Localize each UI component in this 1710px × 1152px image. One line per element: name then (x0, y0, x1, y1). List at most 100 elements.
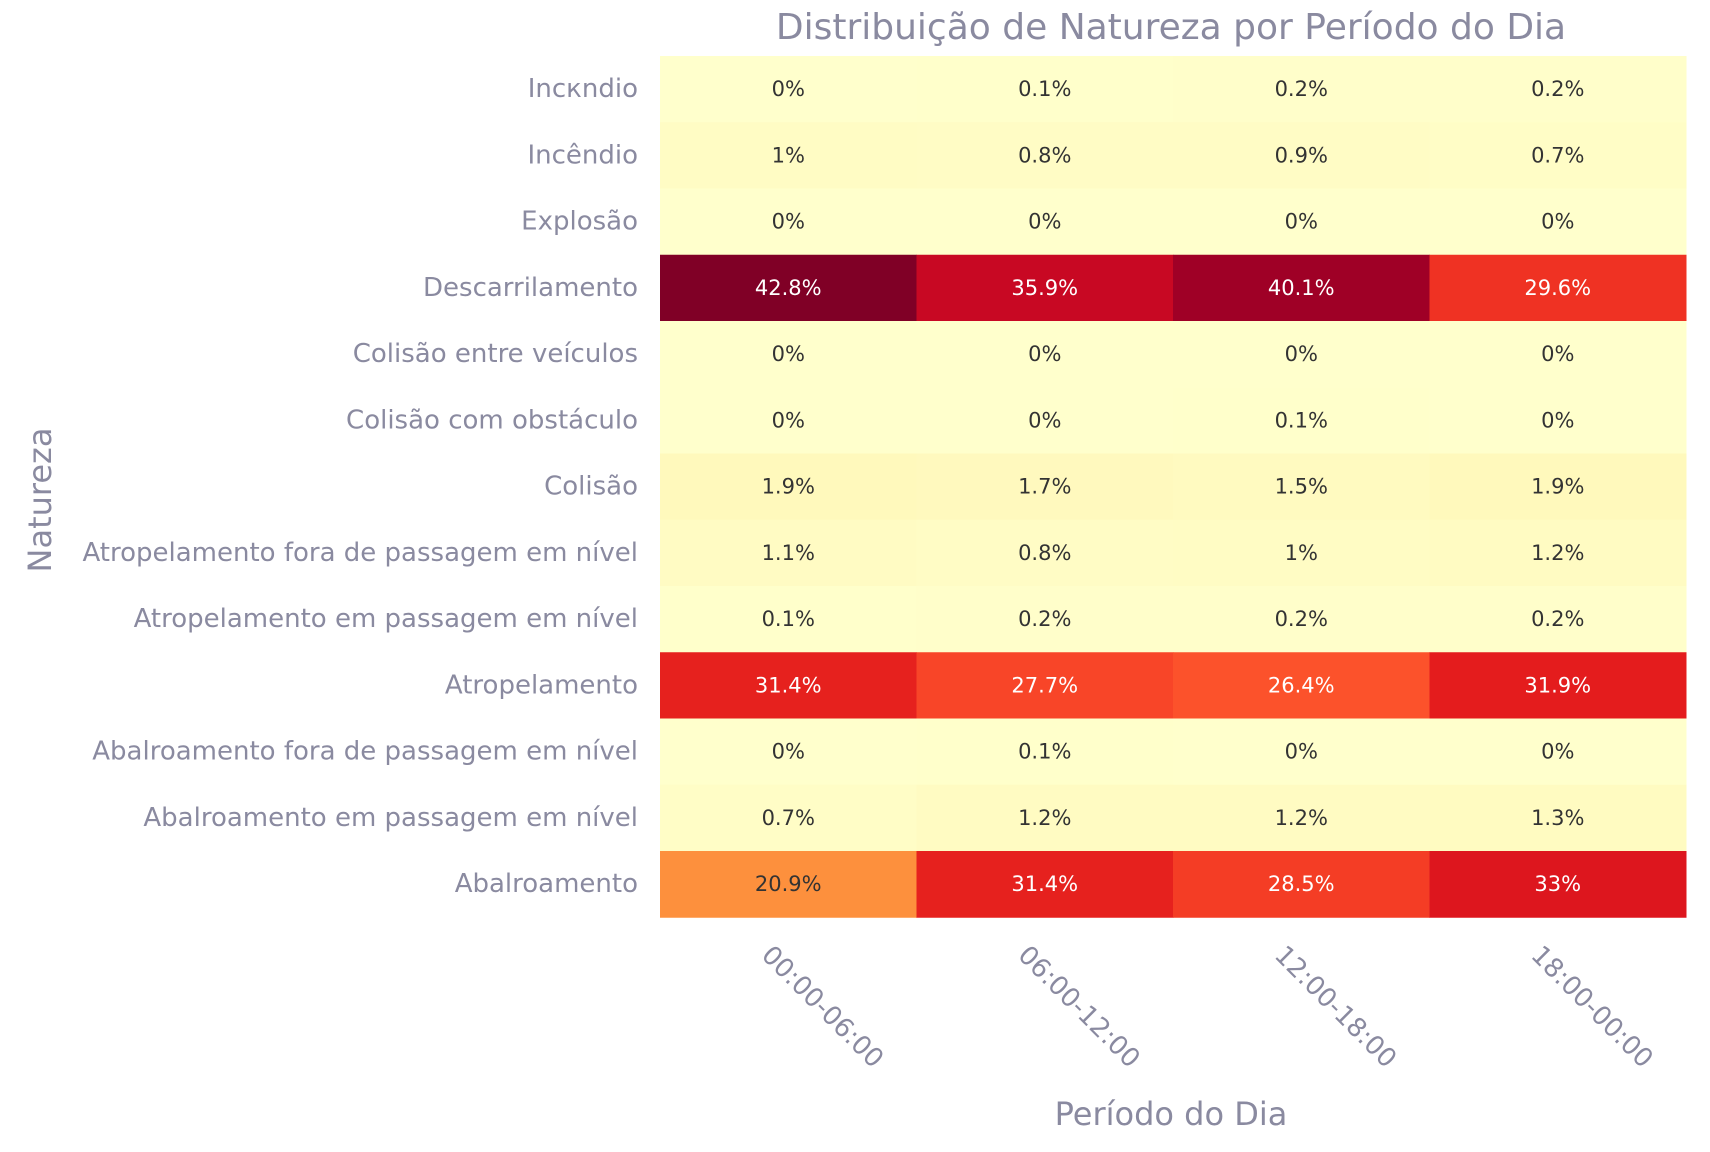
cell-value-label: 0% (1028, 210, 1061, 234)
x-tick-labels: 00:00-06:00 06:00-12:00 12:00-18:00 18:00-0… (755, 940, 1658, 1074)
y-tick-label: Explosão (521, 207, 638, 237)
heatmap-cell (1173, 188, 1430, 256)
heatmap-cell (1429, 519, 1687, 587)
cell-value-label: 0% (1285, 210, 1318, 234)
heatmap-cell (1429, 851, 1687, 918)
y-tick-label: Descarrilamento (423, 273, 638, 303)
heatmap-cell (660, 188, 917, 256)
heatmap-cell (660, 453, 917, 521)
heatmap-cell (916, 188, 1174, 256)
heatmap-cells: 0% 0.1% 0.2% 0.2% 1% 0.8% 0.9% 0.7% 0% 0% 0% 0% 42.8… (660, 56, 1687, 918)
cell-value-label: 1.7% (1018, 475, 1071, 499)
y-tick-label: Colisão entre veículos (353, 339, 638, 369)
x-tick-label: 12:00-18:00 (1268, 940, 1402, 1074)
y-tick-label: Abalroamento em passagem em nível (143, 803, 638, 833)
heatmap-cell (1429, 586, 1687, 653)
x-axis-title: Período do Dia (1055, 1095, 1288, 1133)
heatmap-cell (1173, 519, 1430, 587)
y-tick-label: Abalroamento fora de passagem em nível (92, 737, 638, 767)
cell-value-label: 0.2% (1275, 77, 1328, 101)
cell-value-label: 1.9% (1531, 475, 1584, 499)
heatmap-cell (1429, 321, 1687, 388)
cell-value-label: 1% (1285, 541, 1318, 565)
cell-value-label: 0% (1285, 740, 1318, 764)
cell-value-label: 0.8% (1018, 541, 1071, 565)
heatmap-cell (916, 387, 1174, 454)
cell-value-label: 0% (772, 77, 805, 101)
heatmap-cell (660, 784, 917, 852)
heatmap-cell (916, 718, 1174, 786)
cell-value-label: 0.2% (1275, 607, 1328, 631)
heatmap-cell (1173, 56, 1430, 123)
x-tick-label: 18:00-00:00 (1525, 940, 1659, 1074)
heatmap-cell (1429, 652, 1687, 719)
cell-value-label: 28.5% (1268, 872, 1335, 896)
y-tick-label: Atropelamento fora de passagem em nível (82, 538, 638, 568)
cell-value-label: 0.1% (1275, 408, 1328, 432)
cell-value-label: 26.4% (1268, 673, 1335, 697)
cell-value-label: 29.6% (1524, 276, 1591, 300)
cell-value-label: 31.9% (1524, 673, 1591, 697)
cell-value-label: 1.2% (1018, 806, 1071, 830)
heatmap-cell (916, 586, 1174, 653)
heatmap-cell (916, 519, 1174, 587)
heatmap-cell (1173, 321, 1430, 388)
heatmap-cell (1429, 718, 1687, 786)
heatmap-cell (660, 586, 917, 653)
cell-value-label: 31.4% (755, 673, 822, 697)
chart-title: Distribuição de Natureza por Período do … (776, 7, 1566, 48)
cell-value-label: 40.1% (1268, 276, 1335, 300)
y-tick-label: Colisão com obstáculo (346, 405, 638, 435)
cell-value-label: 0% (1541, 342, 1574, 366)
cell-value-label: 35.9% (1011, 276, 1078, 300)
heatmap-cell (916, 321, 1174, 388)
cell-value-label: 1% (772, 143, 805, 167)
y-tick-label: Atropelamento em passagem em nível (134, 604, 638, 634)
cell-value-label: 1.3% (1531, 806, 1584, 830)
cell-value-label: 0% (1028, 408, 1061, 432)
heatmap-cell (1429, 122, 1687, 189)
heatmap-cell (1173, 851, 1430, 918)
heatmap-cell (1429, 56, 1687, 123)
x-tick-label: 00:00-06:00 (755, 940, 889, 1074)
cell-value-label: 42.8% (755, 276, 822, 300)
heatmap-cell (1173, 784, 1430, 852)
heatmap-cell (1429, 784, 1687, 852)
cell-value-label: 0% (1285, 342, 1318, 366)
heatmap-cell (1429, 188, 1687, 256)
cell-value-label: 1.2% (1531, 541, 1584, 565)
heatmap-cell (916, 851, 1174, 918)
heatmap-cell (1429, 254, 1687, 322)
cell-value-label: 0.2% (1531, 77, 1584, 101)
heatmap-cell (1173, 586, 1430, 653)
heatmap-cell (1429, 453, 1687, 521)
cell-value-label: 0.8% (1018, 143, 1071, 167)
heatmap-cell (1173, 453, 1430, 521)
cell-value-label: 33% (1534, 872, 1581, 896)
cell-value-label: 0.7% (762, 806, 815, 830)
y-tick-label: Atropelamento (445, 670, 638, 700)
heatmap-cell (916, 122, 1174, 189)
cell-value-label: 1.1% (762, 541, 815, 565)
y-tick-label: Abalroamento (455, 869, 638, 899)
heatmap-cell (660, 254, 917, 322)
cell-value-label: 27.7% (1011, 673, 1078, 697)
cell-value-label: 0.1% (1018, 77, 1071, 101)
cell-value-label: 1.9% (762, 475, 815, 499)
y-axis-title: Natureza (21, 428, 59, 573)
cell-value-label: 0.2% (1531, 607, 1584, 631)
heatmap-cell (916, 784, 1174, 852)
heatmap-cell (916, 652, 1174, 719)
cell-value-label: 20.9% (755, 872, 822, 896)
heatmap-cell (1173, 387, 1430, 454)
cell-value-label: 31.4% (1011, 872, 1078, 896)
heatmap-cell (660, 652, 917, 719)
cell-value-label: 0% (772, 740, 805, 764)
cell-value-label: 0% (772, 342, 805, 366)
cell-value-label: 0.1% (762, 607, 815, 631)
heatmap-cell (660, 387, 917, 454)
heatmap-cell (1173, 254, 1430, 322)
cell-value-label: 0.2% (1018, 607, 1071, 631)
y-tick-label: Colisão (544, 472, 638, 502)
